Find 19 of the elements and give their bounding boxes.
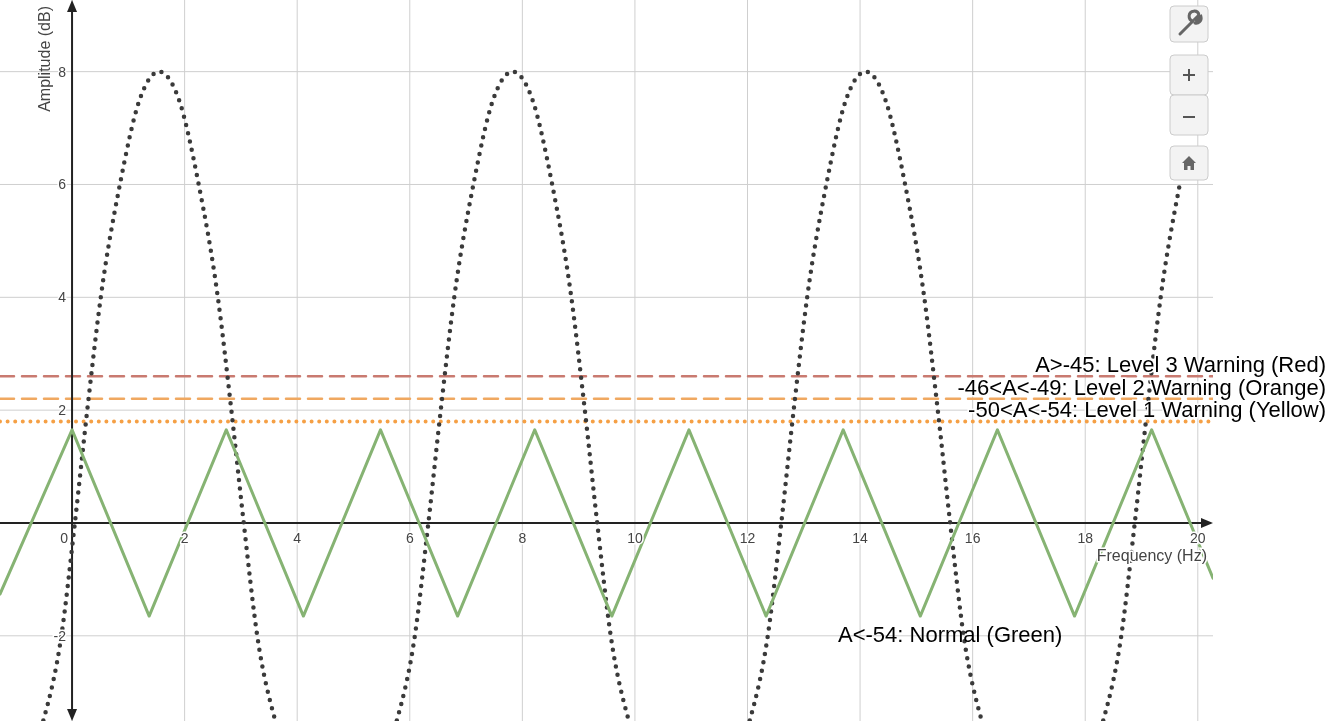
y-tick-label: 4 bbox=[58, 289, 67, 306]
x-tick-label: 0 bbox=[60, 529, 69, 546]
x-tick-label: 6 bbox=[405, 529, 414, 546]
line-series bbox=[0, 428, 1213, 618]
x-tick-label: 14 bbox=[852, 529, 869, 546]
x-tick-label: 16 bbox=[964, 529, 981, 546]
x-tick-label: 12 bbox=[739, 529, 756, 546]
x-tick-label: 10 bbox=[627, 529, 643, 546]
y-tick-label: 2 bbox=[58, 402, 67, 419]
x-tick-label: 2 bbox=[180, 529, 189, 546]
x-tick-label: 4 bbox=[293, 529, 302, 546]
annotation: A<-54: Normal (Green) bbox=[838, 622, 1063, 647]
x-tick-label: 8 bbox=[518, 529, 527, 546]
y-tick-label: 8 bbox=[58, 63, 67, 80]
y-tick-label: 6 bbox=[58, 176, 67, 193]
y-axis-title: Amplitude (dB) bbox=[36, 6, 54, 112]
ref-line-label: A>-45: Level 3 Warning (Red) bbox=[1035, 352, 1326, 378]
x-tick-label: 18 bbox=[1077, 529, 1094, 546]
y-tick-label: -2 bbox=[53, 627, 67, 644]
